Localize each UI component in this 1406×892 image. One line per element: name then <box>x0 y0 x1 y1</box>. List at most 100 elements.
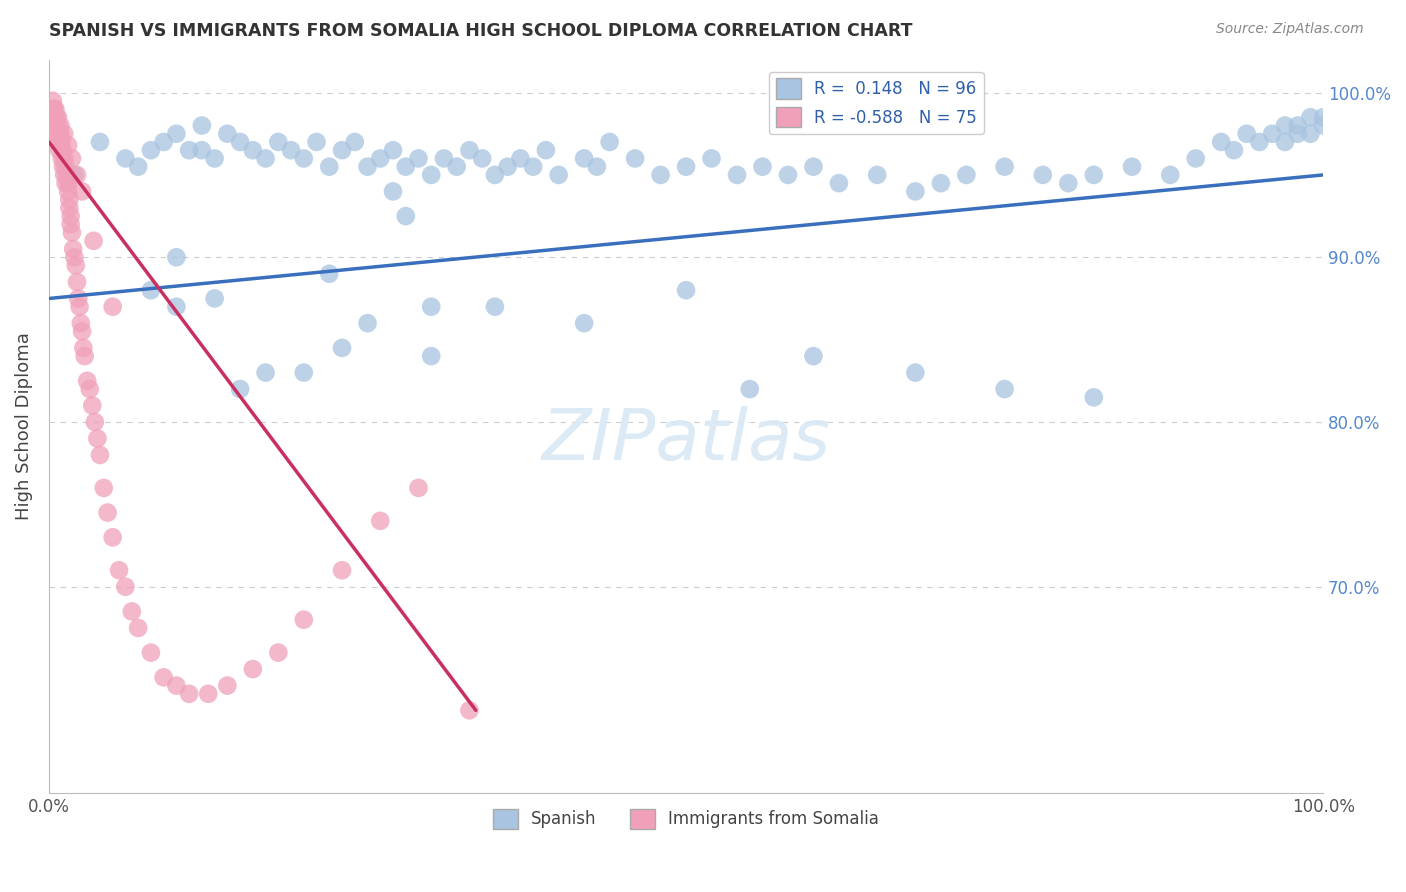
Point <box>1057 176 1080 190</box>
Point <box>1286 127 1309 141</box>
Point <box>368 152 391 166</box>
Point <box>51 135 73 149</box>
Point <box>1261 127 1284 141</box>
Point <box>522 160 544 174</box>
Point <box>929 176 952 190</box>
Point <box>254 152 277 166</box>
Point <box>46 119 69 133</box>
Point <box>305 135 328 149</box>
Point <box>458 143 481 157</box>
Point <box>55 160 77 174</box>
Point <box>72 341 94 355</box>
Point <box>41 110 63 124</box>
Point <box>66 168 89 182</box>
Point <box>56 168 79 182</box>
Point <box>45 110 67 124</box>
Point <box>484 300 506 314</box>
Point <box>803 349 825 363</box>
Point <box>63 250 86 264</box>
Point <box>97 506 120 520</box>
Point <box>1312 110 1334 124</box>
Point <box>484 168 506 182</box>
Point <box>866 168 889 182</box>
Point <box>229 135 252 149</box>
Point <box>139 143 162 157</box>
Point <box>49 119 72 133</box>
Point <box>48 143 70 157</box>
Point <box>62 242 84 256</box>
Point <box>204 152 226 166</box>
Point <box>83 234 105 248</box>
Point <box>58 193 80 207</box>
Point <box>42 110 65 124</box>
Point <box>458 703 481 717</box>
Point <box>46 135 69 149</box>
Point <box>58 201 80 215</box>
Point <box>101 530 124 544</box>
Point <box>197 687 219 701</box>
Point <box>55 176 77 190</box>
Point <box>343 135 366 149</box>
Point <box>139 283 162 297</box>
Point <box>318 160 340 174</box>
Legend: Spanish, Immigrants from Somalia: Spanish, Immigrants from Somalia <box>486 802 886 836</box>
Point <box>433 152 456 166</box>
Point <box>108 563 131 577</box>
Point <box>675 160 697 174</box>
Point <box>204 292 226 306</box>
Point <box>420 168 443 182</box>
Point <box>292 366 315 380</box>
Point <box>179 687 201 701</box>
Point <box>73 349 96 363</box>
Point <box>67 292 90 306</box>
Point <box>65 259 87 273</box>
Point <box>242 662 264 676</box>
Point <box>534 143 557 157</box>
Point <box>471 152 494 166</box>
Point <box>45 127 67 141</box>
Point <box>1274 135 1296 149</box>
Point <box>139 646 162 660</box>
Point <box>152 135 174 149</box>
Point <box>51 152 73 166</box>
Point <box>152 670 174 684</box>
Point <box>42 94 65 108</box>
Point <box>60 152 83 166</box>
Point <box>59 217 82 231</box>
Point <box>69 300 91 314</box>
Point <box>725 168 748 182</box>
Point <box>52 143 75 157</box>
Point <box>356 316 378 330</box>
Point <box>63 168 86 182</box>
Point <box>1211 135 1233 149</box>
Point <box>179 143 201 157</box>
Point <box>53 168 76 182</box>
Point <box>42 102 65 116</box>
Point <box>420 349 443 363</box>
Point <box>254 366 277 380</box>
Point <box>803 160 825 174</box>
Point <box>330 341 353 355</box>
Point <box>776 168 799 182</box>
Point <box>994 160 1017 174</box>
Point <box>509 152 531 166</box>
Point <box>66 275 89 289</box>
Point <box>292 613 315 627</box>
Point <box>547 168 569 182</box>
Point <box>79 382 101 396</box>
Text: ZIPatlas: ZIPatlas <box>541 406 831 475</box>
Point <box>89 448 111 462</box>
Point <box>446 160 468 174</box>
Point <box>49 127 72 141</box>
Point <box>955 168 977 182</box>
Point <box>318 267 340 281</box>
Point <box>127 621 149 635</box>
Point <box>114 580 136 594</box>
Point <box>1083 168 1105 182</box>
Point <box>229 382 252 396</box>
Point <box>586 160 609 174</box>
Point <box>280 143 302 157</box>
Point <box>356 160 378 174</box>
Point <box>121 604 143 618</box>
Point <box>101 300 124 314</box>
